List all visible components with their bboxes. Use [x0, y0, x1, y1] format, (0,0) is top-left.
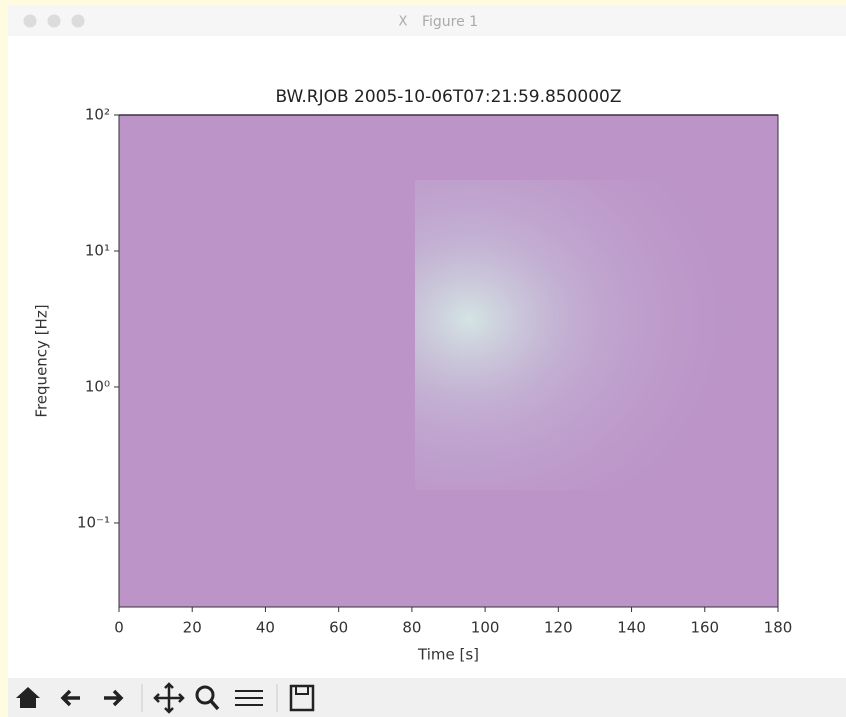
y-tick-label: 10⁰ [85, 377, 110, 395]
minimize-button[interactable] [47, 14, 61, 28]
x-icon: X [399, 15, 408, 30]
y-tick-label: 10² [85, 106, 110, 124]
pan-button[interactable] [153, 682, 185, 714]
x-tick-label: 100 [471, 619, 500, 637]
close-button[interactable] [23, 14, 37, 28]
y-tick-label: 10¹ [85, 241, 110, 259]
save-icon-part [295, 685, 309, 695]
y-axis-label: Frequency [Hz] [33, 304, 51, 417]
x-tick-label: 120 [544, 619, 573, 637]
y-tick-label: 10⁻¹ [77, 513, 110, 531]
toolbar [8, 678, 846, 717]
x-tick-label: 180 [764, 619, 793, 637]
x-tick-label: 0 [114, 619, 124, 637]
spectrogram-burst [415, 180, 777, 490]
x-tick-label: 80 [402, 619, 421, 637]
zoom-button[interactable] [71, 14, 85, 28]
home-button[interactable] [16, 687, 40, 708]
title-bar [8, 6, 846, 36]
x-tick-label: 60 [329, 619, 348, 637]
toolbar-icons [16, 682, 315, 714]
x-tick-label: 20 [183, 619, 202, 637]
window-title: Figure 1 [422, 14, 478, 30]
zoom-tool[interactable] [195, 685, 215, 705]
x-tick-label: 160 [690, 619, 719, 637]
x-tick-label: 140 [617, 619, 646, 637]
forward-button[interactable] [104, 689, 124, 707]
plot: 0 20 40 60 80 100 120 140 160 180 10⁻¹ 10⁰ 10¹ 10² BW.… [33, 87, 793, 664]
axes-frame [118, 114, 779, 608]
configure-button[interactable] [235, 690, 263, 706]
back-button[interactable] [60, 689, 80, 707]
x-tick-label: 40 [256, 619, 275, 637]
x-axis-label: Time [s] [417, 646, 479, 664]
chart-title: BW.RJOB 2005-10-06T07:21:59.850000Z [275, 87, 621, 107]
zoom-handle [209, 699, 220, 711]
